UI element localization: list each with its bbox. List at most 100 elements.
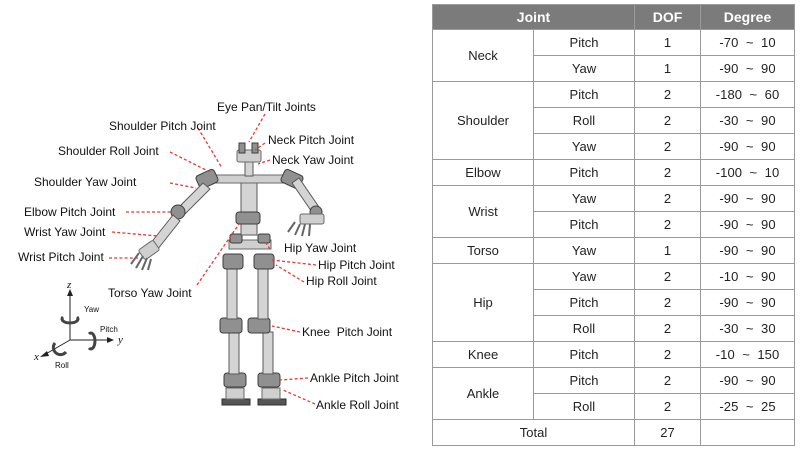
left-ankle-joint bbox=[223, 372, 247, 388]
label-ankle-pitch: Ankle Pitch Joint bbox=[310, 371, 399, 385]
dof-cell: 2 bbox=[634, 107, 702, 134]
degree-cell: -10 ~ 90 bbox=[700, 263, 796, 290]
dof-cell: 1 bbox=[634, 55, 702, 82]
joint-name-cell: Wrist bbox=[432, 185, 534, 238]
dof-cell: 2 bbox=[634, 81, 702, 108]
right-foot bbox=[257, 398, 287, 406]
total-dof: 27 bbox=[634, 419, 702, 446]
axis-cell: Roll bbox=[532, 393, 636, 420]
right-eye bbox=[251, 142, 259, 154]
dof-cell: 2 bbox=[634, 159, 702, 186]
hip-yaw-block-right bbox=[257, 233, 271, 244]
degree-cell: -10 ~ 150 bbox=[700, 341, 796, 368]
degree-cell: -180 ~ 60 bbox=[700, 81, 796, 108]
header-joint: Joint bbox=[431, 4, 636, 30]
dof-cell: 2 bbox=[634, 289, 702, 316]
right-knee-joint bbox=[247, 317, 271, 334]
degree-cell: -100 ~ 10 bbox=[700, 159, 796, 186]
degree-cell: -30 ~ 90 bbox=[700, 107, 796, 134]
axis-cell: Pitch bbox=[532, 211, 636, 238]
axis-cell: Pitch bbox=[532, 159, 636, 186]
right-ankle-block bbox=[261, 387, 281, 400]
axis-cell: Pitch bbox=[532, 29, 636, 56]
dof-cell: 2 bbox=[634, 341, 702, 368]
axis-cell: Roll bbox=[532, 315, 636, 342]
torso-yaw-joint bbox=[235, 211, 261, 225]
label-knee-pitch: Knee Pitch Joint bbox=[302, 325, 393, 339]
joint-name-cell: Ankle bbox=[432, 367, 534, 420]
axis-roll-label: Roll bbox=[55, 361, 69, 370]
joint-table: Joint DOF Degree Neck Pitch 1 -70 ~ 10 Yaw 1-… bbox=[431, 4, 796, 446]
label-hip-roll: Hip Roll Joint bbox=[306, 274, 377, 288]
table-row: Yaw 2 -90 ~ 90 bbox=[433, 133, 796, 160]
axis-cell: Pitch bbox=[532, 81, 636, 108]
pelvis bbox=[228, 239, 272, 250]
table-row: Ankle Pitch 2 -90 ~ 90 bbox=[432, 367, 796, 420]
joint-labels: Eye Pan/Tilt Joints Shoulder Pitch Joint… bbox=[18, 100, 399, 412]
axis-cell: Yaw bbox=[532, 237, 636, 264]
table-row: Roll 2 -30 ~ 90 bbox=[433, 107, 796, 134]
right-arm bbox=[280, 168, 325, 237]
robot-figure bbox=[130, 142, 325, 406]
left-knee-joint bbox=[219, 317, 243, 334]
label-eye-pan-tilt: Eye Pan/Tilt Joints bbox=[217, 100, 316, 114]
joint-name-cell: Elbow bbox=[432, 159, 534, 186]
label-shoulder-yaw: Shoulder Yaw Joint bbox=[34, 175, 137, 189]
dof-cell: 2 bbox=[634, 133, 702, 160]
table-row: Hip Yaw 2 -10 ~ 90 bbox=[432, 263, 796, 342]
degree-cell: -90 ~ 90 bbox=[700, 237, 796, 264]
degree-cell: -90 ~ 90 bbox=[700, 367, 796, 394]
label-shoulder-roll: Shoulder Roll Joint bbox=[58, 144, 159, 158]
table-row: Roll 2 -30 ~ 30 bbox=[433, 315, 796, 342]
label-torso-yaw: Torso Yaw Joint bbox=[108, 286, 192, 300]
table-header-row: Joint DOF Degree bbox=[431, 4, 796, 30]
joint-name-cell: Neck bbox=[432, 29, 534, 82]
right-thigh bbox=[257, 267, 269, 320]
joint-name-cell: Shoulder bbox=[432, 81, 534, 160]
robot-joint-diagram: Eye Pan/Tilt Joints Shoulder Pitch Joint… bbox=[18, 100, 399, 412]
axis-cell: Pitch bbox=[532, 367, 636, 394]
total-label: Total bbox=[431, 419, 636, 446]
degree-cell: -90 ~ 90 bbox=[700, 289, 796, 316]
dof-cell: 2 bbox=[634, 315, 702, 342]
degree-cell: -90 ~ 90 bbox=[700, 185, 796, 212]
header-degree: Degree bbox=[700, 4, 796, 30]
dof-cell: 2 bbox=[634, 185, 702, 212]
degree-cell: -25 ~ 25 bbox=[700, 393, 796, 420]
dof-cell: 2 bbox=[634, 367, 702, 394]
left-foot bbox=[221, 398, 251, 406]
axis-y-label: y bbox=[117, 334, 123, 346]
table-row: Neck Pitch 1 -70 ~ 10 bbox=[432, 29, 796, 82]
label-neck-yaw: Neck Yaw Joint bbox=[272, 153, 354, 167]
table-row: Pitch 2 -90 ~ 90 bbox=[433, 211, 796, 238]
axis-cell: Yaw bbox=[532, 55, 636, 82]
total-degree bbox=[700, 419, 796, 446]
table-row: Shoulder Pitch 2 -180 ~ 60 bbox=[432, 81, 796, 160]
left-arm bbox=[130, 168, 219, 271]
right-shin bbox=[262, 331, 274, 375]
dof-cell: 1 bbox=[634, 237, 702, 264]
leader-lines bbox=[109, 113, 317, 405]
joint-name-cell: Knee bbox=[432, 341, 534, 368]
torso bbox=[240, 182, 258, 236]
hip-yaw-block-left bbox=[229, 233, 243, 244]
axis-cell: Pitch bbox=[532, 341, 636, 368]
left-hip-joint bbox=[222, 253, 244, 270]
axis-cell: Roll bbox=[532, 107, 636, 134]
axis-cell: Yaw bbox=[532, 185, 636, 212]
label-wrist-pitch: Wrist Pitch Joint bbox=[18, 250, 104, 264]
axis-yaw-label: Yaw bbox=[84, 305, 99, 314]
table-row: Elbow Pitch 2 -100 ~ 10 bbox=[432, 159, 796, 186]
table-total-row: Total 27 bbox=[431, 419, 796, 446]
coordinate-frame: z x y Yaw Pitch Roll bbox=[33, 279, 123, 370]
degree-cell: -90 ~ 90 bbox=[700, 211, 796, 238]
degree-cell: -30 ~ 30 bbox=[700, 315, 796, 342]
dof-cell: 1 bbox=[634, 29, 702, 56]
axis-cell: Pitch bbox=[532, 289, 636, 316]
table-row: Torso Yaw 1 -90 ~ 90 bbox=[432, 237, 796, 264]
degree-cell: -90 ~ 90 bbox=[700, 55, 796, 82]
left-thigh bbox=[226, 267, 238, 320]
label-wrist-yaw: Wrist Yaw Joint bbox=[24, 225, 106, 239]
axis-pitch-label: Pitch bbox=[100, 325, 118, 334]
label-neck-pitch: Neck Pitch Joint bbox=[268, 133, 355, 147]
